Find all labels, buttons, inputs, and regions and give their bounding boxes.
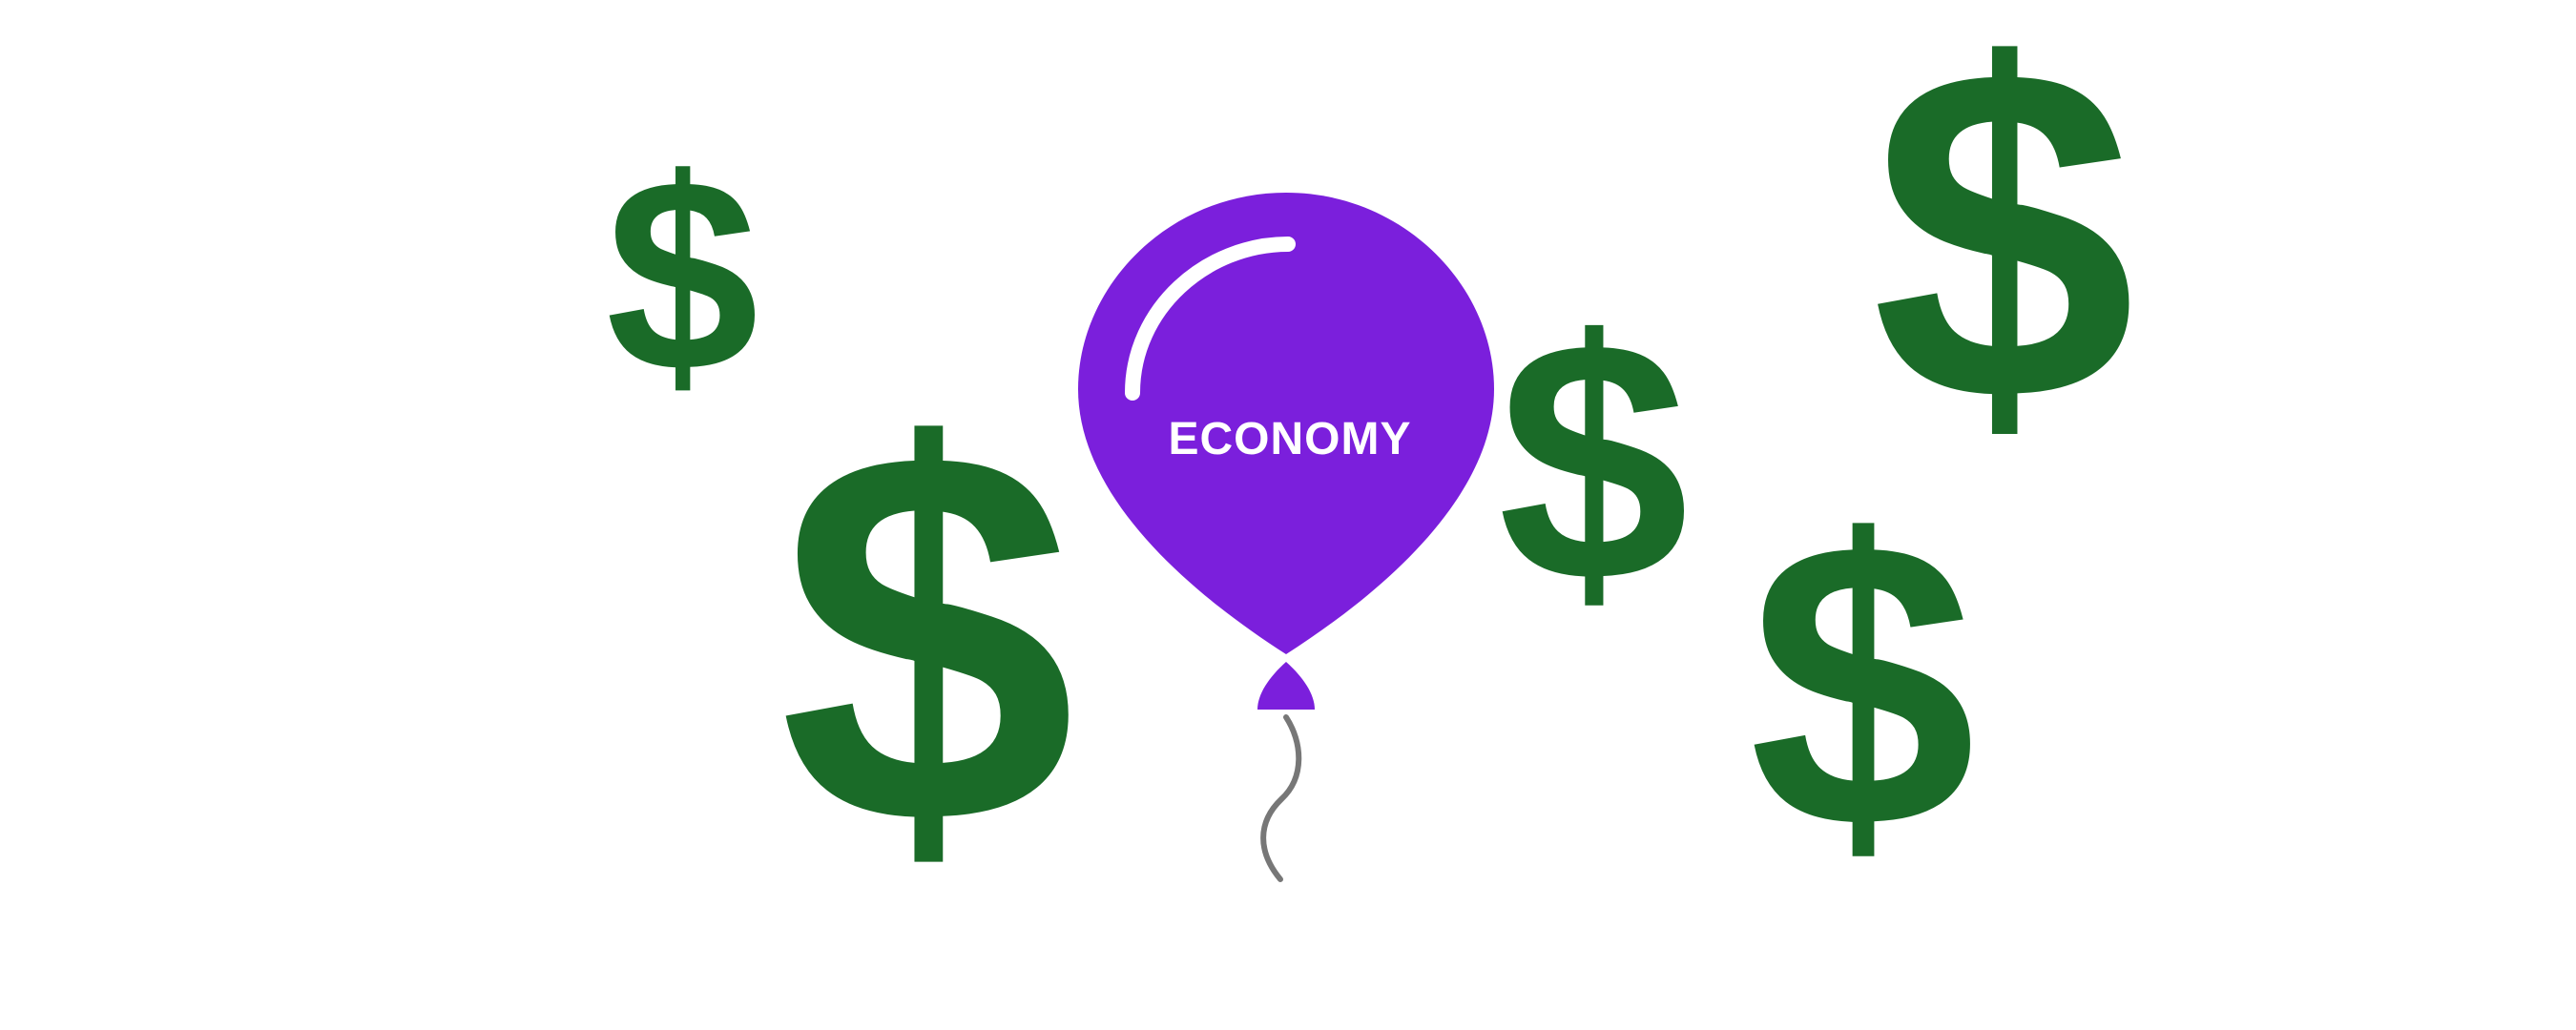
balloon-knot [1257,662,1315,710]
balloon: ECONOMY [1078,193,1494,882]
balloon-string [1260,714,1302,882]
balloon-label: ECONOMY [1168,414,1411,464]
dollar-sign-small-left: $ [606,122,758,429]
balloon-highlight [1125,237,1296,401]
balloon-body [1078,193,1494,654]
dollar-sign-large-left: $ [779,339,1075,936]
dollar-sign-middle-right: $ [1498,270,1689,653]
dollar-sign-bottom-right: $ [1749,457,1976,913]
dollar-sign-top-right: $ [1872,0,2136,500]
